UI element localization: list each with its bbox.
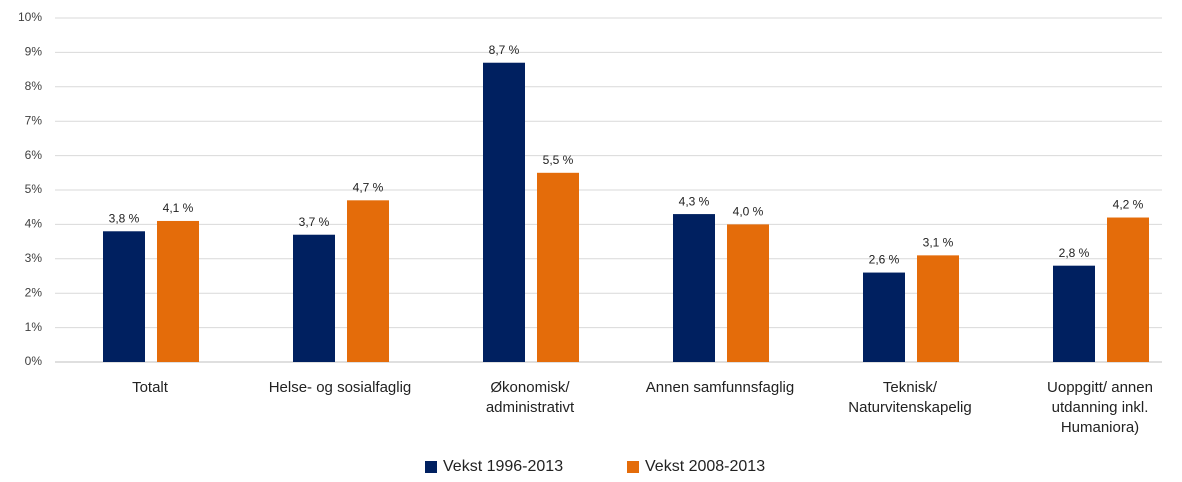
data-label: 4,3 % xyxy=(679,194,710,208)
y-tick-label: 4% xyxy=(25,217,43,231)
y-tick-label: 8% xyxy=(25,79,43,93)
y-tick-label: 10% xyxy=(18,10,42,24)
data-label: 3,1 % xyxy=(923,236,954,250)
bar xyxy=(293,234,335,362)
data-label: 3,7 % xyxy=(299,215,330,229)
legend-label: Vekst 1996-2013 xyxy=(443,458,564,475)
bar xyxy=(483,62,525,362)
legend-swatch xyxy=(627,461,639,473)
y-tick-label: 0% xyxy=(25,354,43,368)
x-tick-label: Teknisk/ Naturvitenskapelig xyxy=(848,379,972,416)
data-label: 3,8 % xyxy=(109,211,140,225)
data-label: 8,7 % xyxy=(489,43,520,57)
bar xyxy=(1107,217,1149,362)
data-label: 5,5 % xyxy=(543,153,574,167)
bar xyxy=(673,214,715,362)
bar xyxy=(157,220,199,362)
y-tick-label: 9% xyxy=(25,45,43,59)
legend-label: Vekst 2008-2013 xyxy=(645,458,766,475)
y-tick-label: 3% xyxy=(25,251,43,265)
bar xyxy=(103,231,145,362)
y-tick-label: 2% xyxy=(25,285,43,299)
x-tick-label: Totalt xyxy=(132,379,168,396)
legend-entry: Vekst 2008-2013 xyxy=(627,458,765,476)
bar xyxy=(537,172,579,362)
y-tick-label: 1% xyxy=(25,320,43,334)
x-tick-label: Uoppgitt/ annen utdanning inkl. Humanior… xyxy=(1047,379,1153,436)
data-label: 4,0 % xyxy=(733,205,764,219)
bar xyxy=(863,272,905,362)
data-label: 2,6 % xyxy=(869,253,900,267)
bar xyxy=(347,200,389,362)
data-label: 4,2 % xyxy=(1113,198,1144,212)
bar xyxy=(917,255,959,362)
data-label: 4,1 % xyxy=(163,201,194,215)
data-label: 4,7 % xyxy=(353,180,384,194)
legend-swatch xyxy=(425,461,437,473)
x-tick-label: Helse- og sosialfaglig xyxy=(268,379,412,396)
y-tick-label: 7% xyxy=(25,113,43,127)
x-tick-label: Økonomisk/ administrativt xyxy=(485,379,575,416)
bar xyxy=(1053,265,1095,362)
legend-entry: Vekst 1996-2013 xyxy=(425,458,563,476)
data-label: 2,8 % xyxy=(1059,246,1090,260)
y-tick-label: 5% xyxy=(25,182,43,196)
bar xyxy=(727,224,769,362)
y-tick-label: 6% xyxy=(25,148,43,162)
x-tick-label: Annen samfunnsfaglig xyxy=(645,379,795,396)
